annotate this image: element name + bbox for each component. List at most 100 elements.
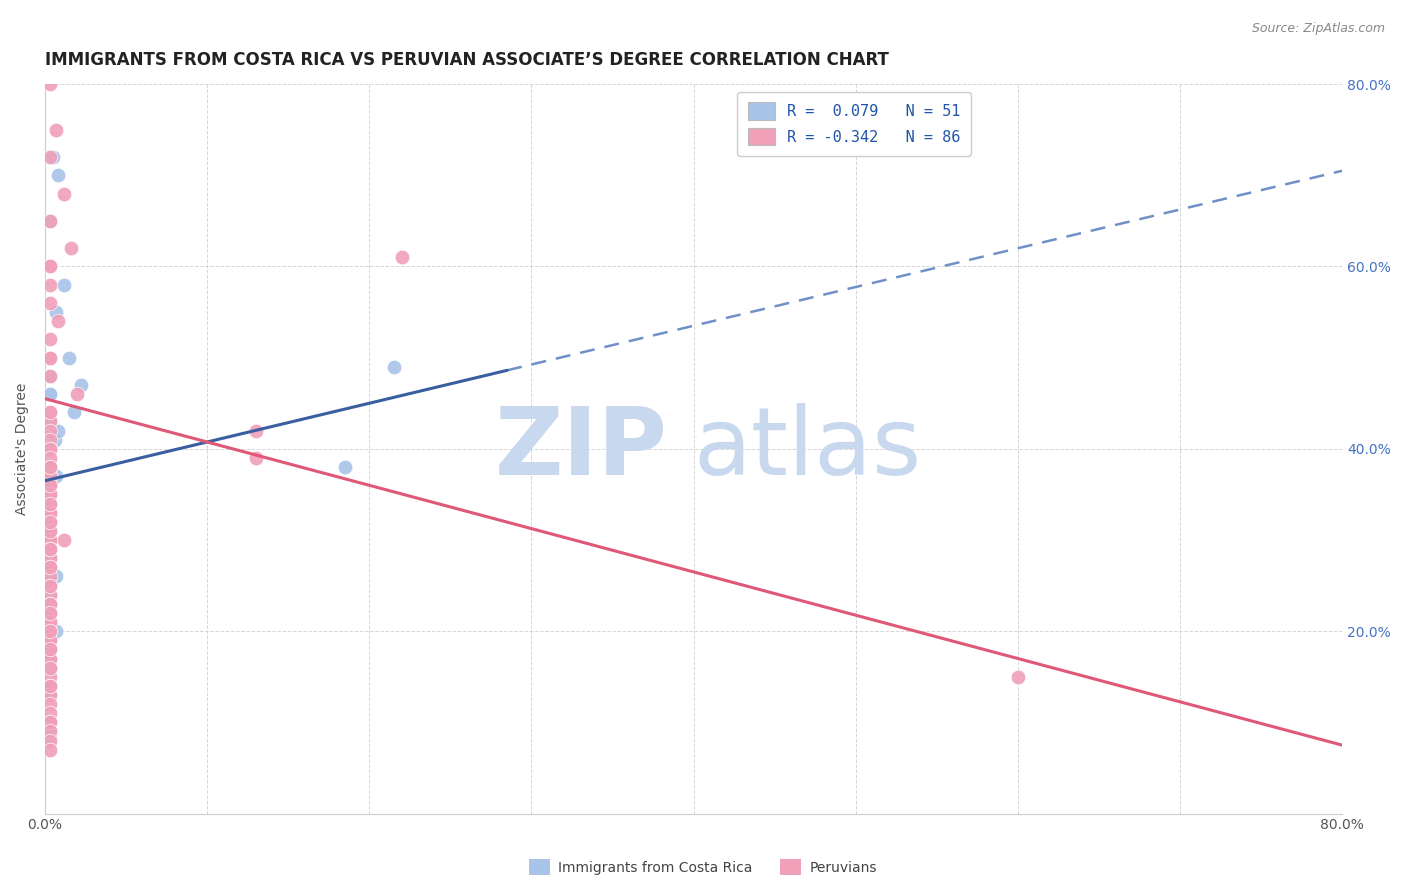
- Point: [53, 186, 76, 201]
- Point: [245, 424, 267, 438]
- Point: [38, 597, 60, 611]
- Point: [38, 515, 60, 529]
- Point: [38, 524, 60, 538]
- Point: [38, 533, 60, 547]
- Point: [38, 524, 60, 538]
- Y-axis label: Associate's Degree: Associate's Degree: [15, 383, 30, 515]
- Point: [38, 533, 60, 547]
- Point: [69, 378, 91, 392]
- Point: [38, 588, 60, 602]
- Point: [38, 424, 60, 438]
- Point: [38, 77, 60, 91]
- Point: [38, 642, 60, 657]
- Point: [38, 405, 60, 419]
- Point: [245, 450, 267, 465]
- Point: [38, 497, 60, 511]
- Point: [38, 679, 60, 693]
- Point: [38, 478, 60, 492]
- Point: [38, 642, 60, 657]
- Point: [42, 150, 65, 164]
- Point: [38, 578, 60, 592]
- Point: [38, 569, 60, 583]
- Point: [38, 715, 60, 730]
- Point: [38, 296, 60, 310]
- Point: [38, 542, 60, 557]
- Point: [38, 460, 60, 475]
- Point: [44, 433, 66, 447]
- Point: [38, 660, 60, 674]
- Point: [38, 578, 60, 592]
- Point: [38, 606, 60, 620]
- Point: [38, 624, 60, 639]
- Point: [38, 469, 60, 483]
- Point: [63, 405, 86, 419]
- Point: [38, 624, 60, 639]
- Text: atlas: atlas: [693, 403, 922, 495]
- Point: [38, 506, 60, 520]
- Point: [45, 122, 67, 136]
- Point: [38, 588, 60, 602]
- Point: [38, 515, 60, 529]
- Text: ZIP: ZIP: [495, 403, 668, 495]
- Point: [45, 305, 67, 319]
- Point: [38, 706, 60, 721]
- Point: [66, 387, 89, 401]
- Point: [38, 660, 60, 674]
- Point: [46, 169, 69, 183]
- Point: [38, 497, 60, 511]
- Point: [45, 469, 67, 483]
- Point: [38, 551, 60, 566]
- Point: [38, 733, 60, 747]
- Point: [38, 542, 60, 557]
- Point: [38, 450, 60, 465]
- Point: [38, 469, 60, 483]
- Point: [38, 442, 60, 456]
- Point: [38, 387, 60, 401]
- Point: [38, 260, 60, 274]
- Point: [38, 497, 60, 511]
- Point: [38, 724, 60, 739]
- Point: [38, 387, 60, 401]
- Point: [38, 724, 60, 739]
- Point: [38, 742, 60, 756]
- Point: [46, 314, 69, 328]
- Point: [38, 560, 60, 574]
- Point: [38, 688, 60, 702]
- Point: [38, 506, 60, 520]
- Point: [38, 506, 60, 520]
- Point: [38, 660, 60, 674]
- Point: [38, 478, 60, 492]
- Point: [38, 506, 60, 520]
- Point: [38, 660, 60, 674]
- Point: [38, 524, 60, 538]
- Point: [38, 442, 60, 456]
- Point: [38, 624, 60, 639]
- Point: [38, 351, 60, 365]
- Point: [38, 460, 60, 475]
- Point: [38, 615, 60, 629]
- Point: [38, 405, 60, 419]
- Point: [45, 569, 67, 583]
- Point: [46, 424, 69, 438]
- Point: [38, 368, 60, 383]
- Point: [38, 624, 60, 639]
- Point: [38, 560, 60, 574]
- Point: [38, 415, 60, 429]
- Point: [38, 533, 60, 547]
- Point: [38, 679, 60, 693]
- Point: [38, 551, 60, 566]
- Text: Source: ZipAtlas.com: Source: ZipAtlas.com: [1251, 22, 1385, 36]
- Point: [1007, 670, 1029, 684]
- Point: [38, 642, 60, 657]
- Legend: Immigrants from Costa Rica, Peruvians: Immigrants from Costa Rica, Peruvians: [523, 854, 883, 880]
- Point: [333, 460, 356, 475]
- Point: [38, 533, 60, 547]
- Point: [38, 715, 60, 730]
- Point: [38, 460, 60, 475]
- Point: [38, 560, 60, 574]
- Point: [38, 578, 60, 592]
- Point: [38, 487, 60, 501]
- Point: [59, 241, 82, 255]
- Point: [45, 624, 67, 639]
- Point: [38, 442, 60, 456]
